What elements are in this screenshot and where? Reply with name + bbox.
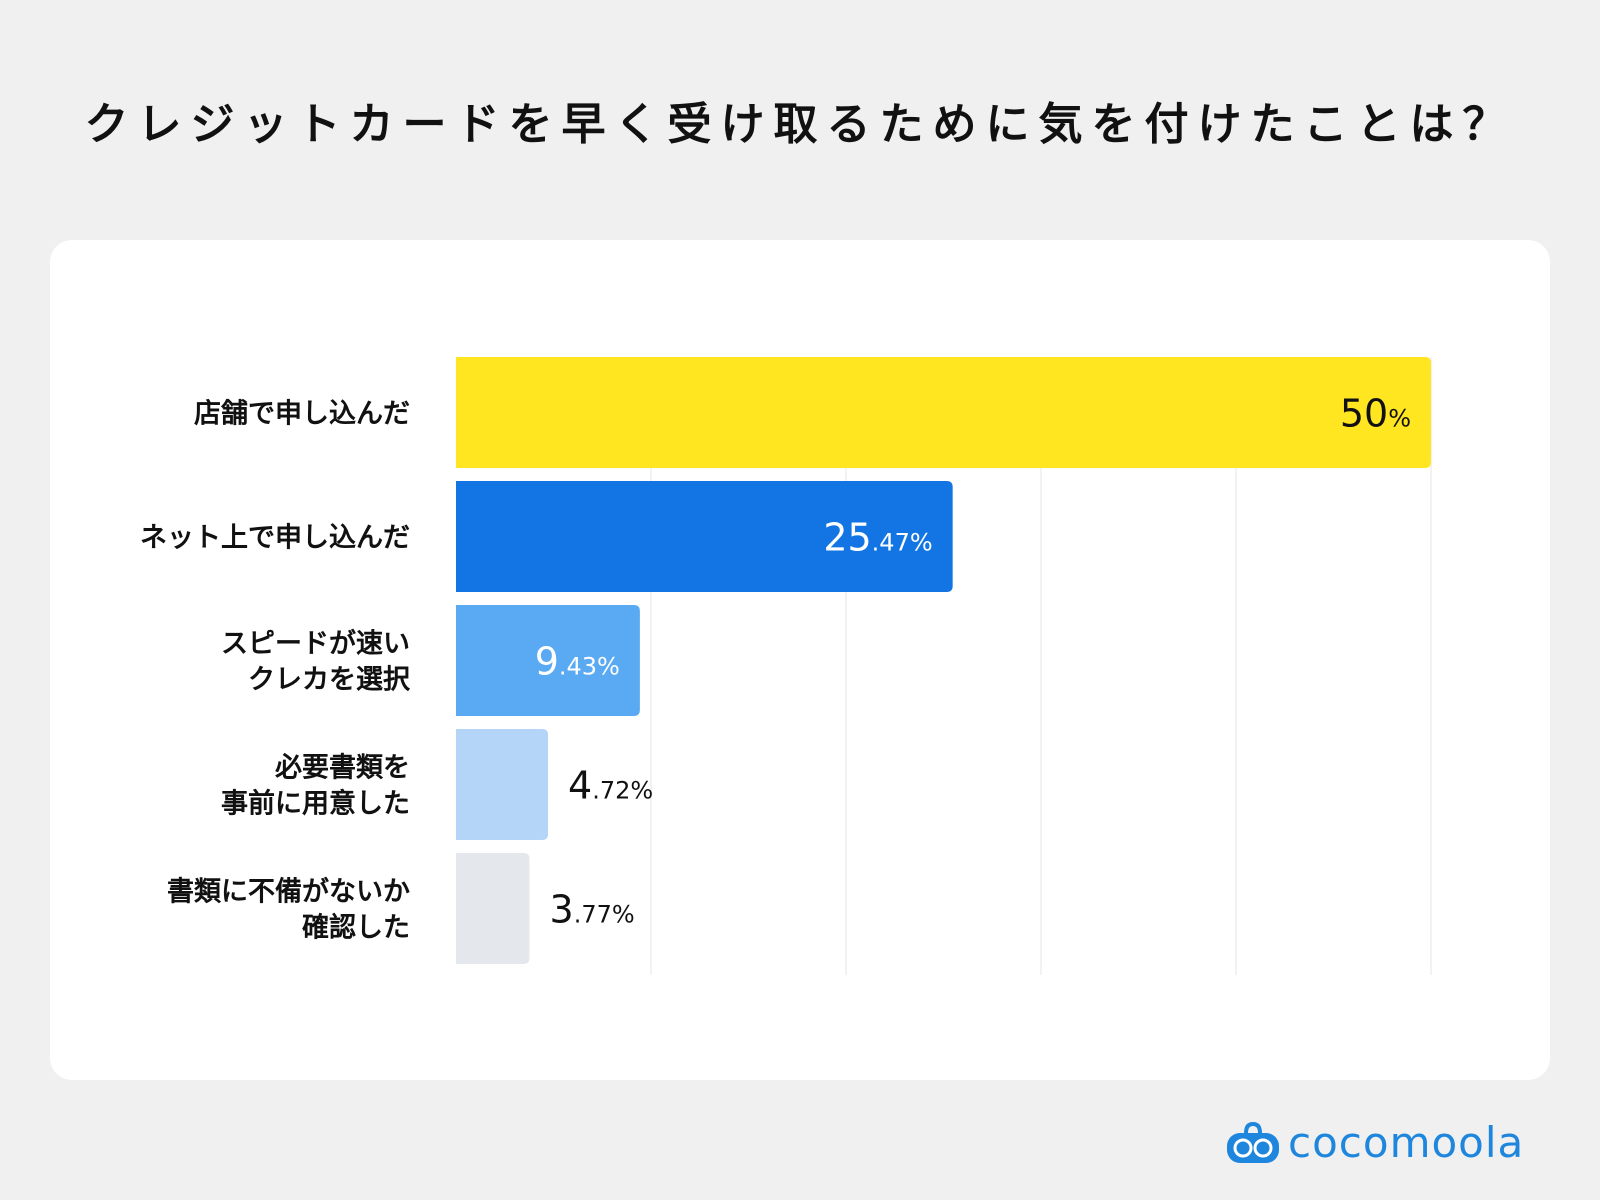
- bar-chart: 店舗で申し込んだ 50% ネット上で申し込んだ 25.47% スピードが速いクレカを選択…: [140, 357, 1432, 975]
- value-integer: 3: [550, 888, 574, 932]
- category-label: 確認した: [302, 912, 410, 944]
- chart-title: クレジットカードを早く受け取るために気を付けたことは？: [84, 99, 1516, 150]
- value-label: 25.47%: [823, 516, 932, 560]
- value-label: 50%: [1340, 392, 1411, 436]
- value-integer: 25: [823, 516, 871, 560]
- value-label: 3.77%: [550, 888, 635, 932]
- bar: [456, 605, 640, 716]
- cocomoola-logo: cocomoola: [1226, 1118, 1524, 1167]
- category-label: クレカを選択: [248, 665, 411, 696]
- value-label: 4.72%: [568, 764, 653, 808]
- category-label: 必要書類を: [275, 753, 410, 784]
- category-label: スピードが速い: [221, 628, 410, 660]
- bar: [456, 481, 953, 592]
- category-label: 書類に不備がないか: [167, 876, 410, 908]
- bar: [456, 853, 530, 964]
- value-decimal: .72%: [592, 777, 653, 805]
- category-label: 店舗で申し込んだ: [194, 399, 410, 430]
- value-integer: 4: [568, 764, 592, 808]
- category-label: 事前に用意した: [221, 788, 410, 820]
- value-decimal: .47%: [872, 529, 933, 557]
- robot-logo-icon: [1227, 1121, 1279, 1163]
- chart-card: 店舗で申し込んだ 50% ネット上で申し込んだ 25.47% スピードが速いクレカを選択…: [50, 240, 1550, 1080]
- value-decimal: .43%: [559, 653, 620, 681]
- value-integer: 9: [535, 640, 559, 684]
- value-decimal: %: [1388, 405, 1411, 433]
- category-label: ネット上で申し込んだ: [140, 523, 410, 554]
- value-label: 9.43%: [535, 640, 620, 684]
- value-integer: 50: [1340, 392, 1388, 436]
- value-decimal: .77%: [574, 901, 635, 929]
- bar: [456, 357, 1431, 468]
- bar: [456, 729, 549, 840]
- logo-text: cocomoola: [1288, 1118, 1525, 1167]
